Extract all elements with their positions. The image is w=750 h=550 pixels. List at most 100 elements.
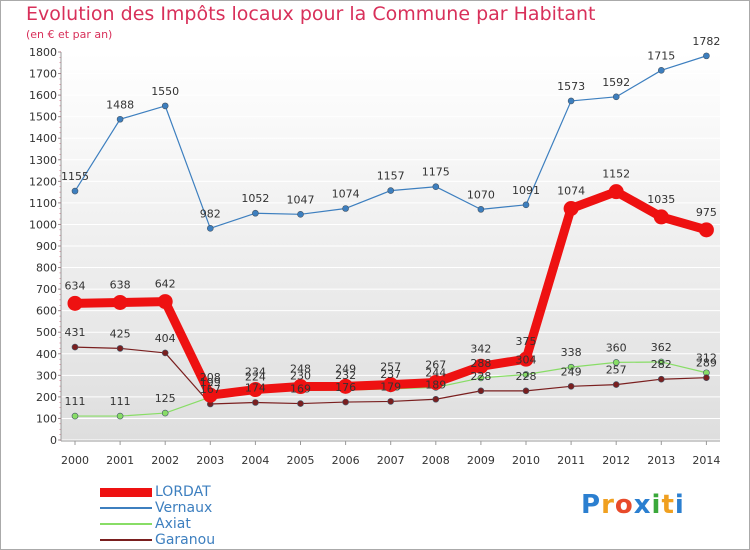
data-label-vernaux: 1157 (377, 170, 405, 183)
data-label-garanou: 176 (335, 381, 356, 394)
data-point-axiat (522, 371, 530, 378)
data-point-lordat (247, 382, 263, 398)
data-point-garanou (477, 387, 485, 395)
data-label-vernaux: 1175 (422, 166, 450, 179)
data-point-vernaux (116, 115, 124, 123)
x-tick-label: 2008 (422, 454, 450, 467)
data-label-garanou: 249 (561, 365, 582, 378)
data-point-garanou (432, 395, 440, 403)
data-point-vernaux (477, 206, 485, 213)
data-label-lordat: 375 (516, 335, 537, 348)
data-point-lordat (428, 374, 444, 390)
data-label-garanou: 431 (65, 326, 86, 339)
data-point-lordat (293, 379, 308, 395)
legend-swatch-lordat (100, 488, 152, 497)
data-point-vernaux (387, 187, 395, 194)
data-point-axiat (477, 374, 485, 382)
data-point-garanou (71, 343, 79, 351)
data-point-axiat (71, 412, 79, 420)
data-label-lordat: 638 (110, 278, 131, 291)
data-point-garanou (161, 349, 169, 357)
x-tick-label: 2007 (377, 454, 405, 467)
legend-label-garanou: Garanou (155, 532, 216, 548)
y-tick-label: 600 (36, 305, 57, 318)
y-tick-label: 500 (36, 326, 57, 339)
y-tick-label: 0 (50, 434, 57, 447)
data-label-lordat: 1074 (557, 184, 585, 197)
logo-letter: P (581, 490, 602, 520)
x-tick-label: 2003 (196, 454, 224, 467)
y-tick-label: 1400 (29, 132, 57, 145)
data-point-lordat (112, 294, 128, 310)
legend-label-axiat: Axiat (155, 516, 191, 532)
data-label-garanou: 167 (200, 383, 221, 396)
data-point-lordat (473, 358, 489, 374)
data-label-lordat: 1035 (647, 193, 675, 206)
data-label-garanou: 228 (470, 370, 491, 383)
data-label-lordat: 642 (155, 278, 176, 291)
data-point-garanou (342, 398, 349, 406)
y-tick-label: 1300 (29, 154, 57, 167)
data-label-lordat: 208 (200, 371, 221, 384)
data-point-garanou (252, 399, 259, 406)
data-label-lordat: 1152 (602, 168, 630, 181)
y-tick-label: 1600 (29, 89, 57, 102)
y-tick-label: 1800 (29, 46, 57, 59)
y-tick-label: 200 (36, 391, 57, 404)
data-point-lordat (67, 295, 83, 311)
data-label-garanou: 228 (516, 370, 537, 383)
y-tick-label: 1500 (29, 111, 57, 124)
y-tick-label: 900 (36, 240, 57, 253)
data-label-lordat: 267 (425, 358, 446, 371)
data-label-axiat: 362 (651, 341, 672, 354)
data-point-garanou (612, 381, 620, 388)
logo-letter: x (633, 490, 652, 520)
data-label-lordat: 634 (65, 279, 86, 292)
data-point-vernaux (432, 183, 440, 191)
data-point-lordat (338, 378, 354, 394)
data-label-axiat: 244 (425, 366, 446, 379)
x-tick-label: 2009 (467, 454, 495, 467)
data-point-lordat (698, 222, 714, 238)
data-label-vernaux: 1074 (332, 187, 360, 200)
x-tick-label: 2014 (692, 454, 720, 467)
data-point-garanou (116, 345, 124, 352)
data-label-vernaux: 1573 (557, 80, 585, 93)
logo-letter: i (651, 490, 662, 520)
data-label-lordat: 342 (470, 342, 491, 355)
data-label-vernaux: 1488 (106, 98, 134, 111)
logo-letter: o (614, 490, 634, 520)
logo-letter: t (661, 490, 675, 520)
data-point-axiat (612, 359, 620, 366)
data-label-lordat: 249 (335, 362, 356, 375)
data-label-axiat: 111 (65, 395, 86, 408)
data-point-vernaux (612, 93, 620, 101)
data-point-vernaux (703, 52, 710, 60)
y-tick-label: 1000 (29, 218, 57, 231)
x-tick-label: 2013 (647, 454, 675, 467)
proxiti-logo: Proxiti (581, 490, 685, 520)
data-label-vernaux: 1047 (287, 193, 315, 206)
data-label-axiat: 288 (470, 357, 491, 370)
data-point-axiat (161, 409, 169, 417)
data-label-lordat: 234 (245, 366, 266, 379)
data-label-axiat: 125 (155, 392, 176, 405)
data-point-axiat (116, 412, 124, 420)
y-tick-label: 700 (36, 283, 57, 296)
data-label-axiat: 312 (696, 352, 717, 365)
logo-letter: r (601, 490, 615, 520)
data-point-vernaux (71, 187, 79, 195)
data-point-axiat (567, 363, 575, 371)
data-label-vernaux: 1091 (512, 184, 540, 197)
data-point-lordat (653, 209, 669, 225)
data-label-lordat: 248 (290, 363, 311, 376)
data-point-lordat (383, 377, 399, 393)
data-point-vernaux (522, 201, 530, 209)
data-label-axiat: 111 (110, 395, 131, 408)
data-label-vernaux: 1715 (647, 49, 675, 62)
data-label-axiat: 224 (245, 371, 266, 384)
data-label-garanou: 257 (606, 364, 627, 377)
data-point-vernaux (252, 209, 259, 217)
legend-swatch-vernaux (100, 507, 152, 509)
